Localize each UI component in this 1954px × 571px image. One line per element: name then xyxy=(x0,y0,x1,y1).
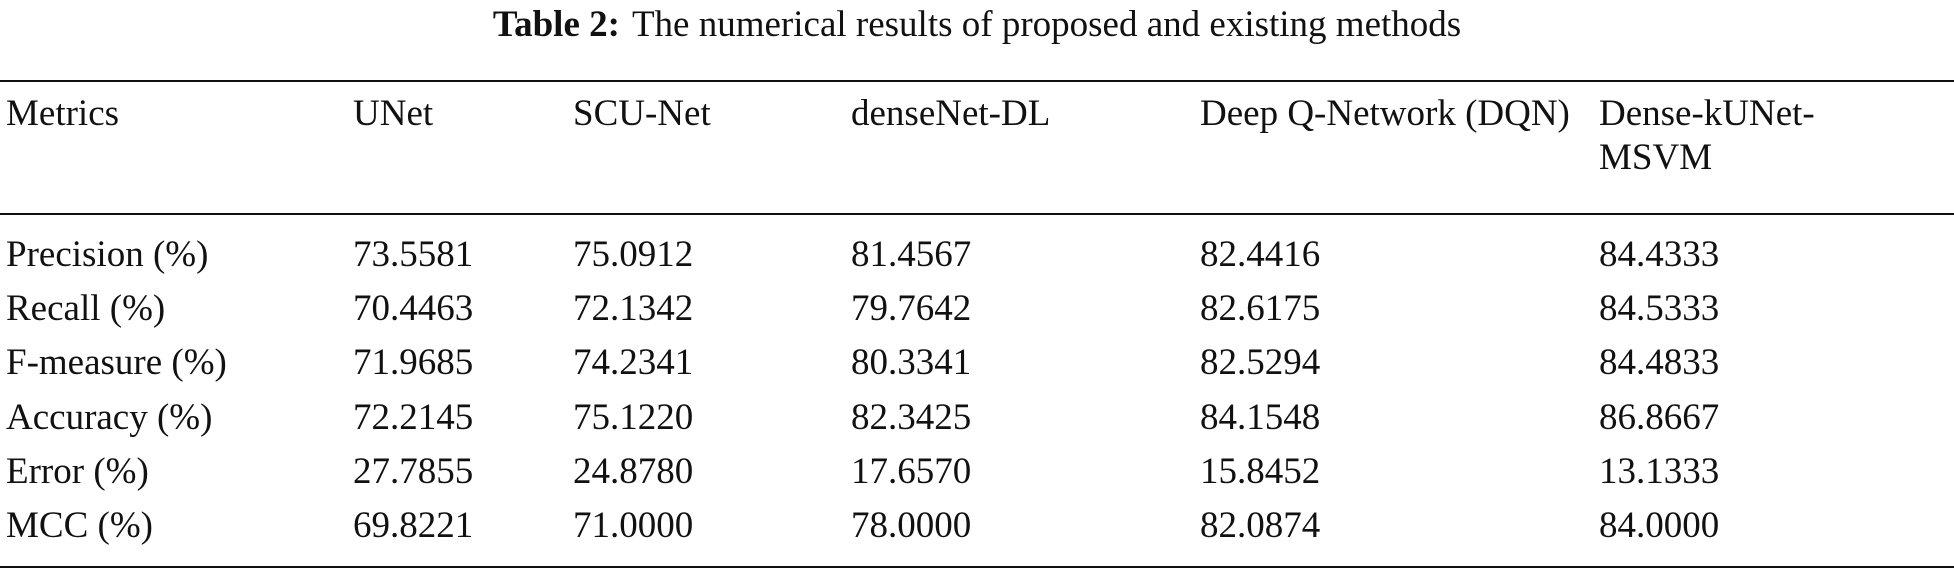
row-label: Accuracy (%) xyxy=(6,396,213,438)
row-label: Precision (%) xyxy=(6,234,209,275)
value-cell: 82.6175 xyxy=(1200,288,1321,330)
caption-text: The numerical results of proposed and ex… xyxy=(631,4,1462,45)
header-cell: UNet xyxy=(353,93,434,134)
value-cell: 24.8780 xyxy=(573,450,694,492)
value-cell: 75.0912 xyxy=(573,234,694,275)
header-cell: Deep Q-Network (DQN) xyxy=(1200,93,1570,134)
row-label: Recall (%) xyxy=(6,288,166,330)
value-cell: 86.8667 xyxy=(1599,396,1720,438)
value-cell: 79.7642 xyxy=(851,288,972,330)
value-cell: 80.3341 xyxy=(851,342,972,384)
value-cell: 71.9685 xyxy=(353,342,474,384)
value-cell: 73.5581 xyxy=(353,234,474,275)
header-cell: denseNet-DL xyxy=(851,93,1051,134)
value-cell: 71.0000 xyxy=(573,505,694,546)
value-cell: 78.0000 xyxy=(851,505,972,546)
value-cell: 84.1548 xyxy=(1200,396,1321,438)
value-cell: 84.5333 xyxy=(1599,288,1720,330)
row-label: MCC (%) xyxy=(6,505,153,546)
value-cell: 82.0874 xyxy=(1200,505,1321,546)
value-cell: 84.4833 xyxy=(1599,342,1720,384)
value-cell: 13.1333 xyxy=(1599,450,1720,492)
value-cell: 82.5294 xyxy=(1200,342,1321,384)
row-label: Error (%) xyxy=(6,450,149,492)
value-cell: 15.8452 xyxy=(1200,450,1321,492)
value-cell: 81.4567 xyxy=(851,234,972,275)
value-cell: 82.3425 xyxy=(851,396,972,438)
caption-label: Table 2: xyxy=(492,4,620,45)
value-cell: 74.2341 xyxy=(573,342,694,384)
value-cell: 70.4463 xyxy=(353,288,474,330)
caption: Table 2: The numerical results of propose… xyxy=(0,2,1954,48)
top-rule xyxy=(0,80,1954,82)
row-label: F-measure (%) xyxy=(6,342,227,384)
value-cell: 69.8221 xyxy=(353,505,474,546)
value-cell: 75.1220 xyxy=(573,396,694,438)
value-cell: 17.6570 xyxy=(851,450,972,492)
mid-rule xyxy=(0,213,1954,215)
value-cell: 82.4416 xyxy=(1200,234,1321,275)
value-cell: 27.7855 xyxy=(353,450,474,492)
value-cell: 72.2145 xyxy=(353,396,474,438)
header-cell: SCU-Net xyxy=(573,93,711,134)
value-cell: 84.4333 xyxy=(1599,234,1720,275)
header-cell: Metrics xyxy=(6,93,120,134)
value-cell: 84.0000 xyxy=(1599,505,1720,546)
header-cell: Dense-kUNet-MSVM xyxy=(1599,93,1815,178)
value-cell: 72.1342 xyxy=(573,288,694,330)
bottom-rule xyxy=(0,566,1954,568)
